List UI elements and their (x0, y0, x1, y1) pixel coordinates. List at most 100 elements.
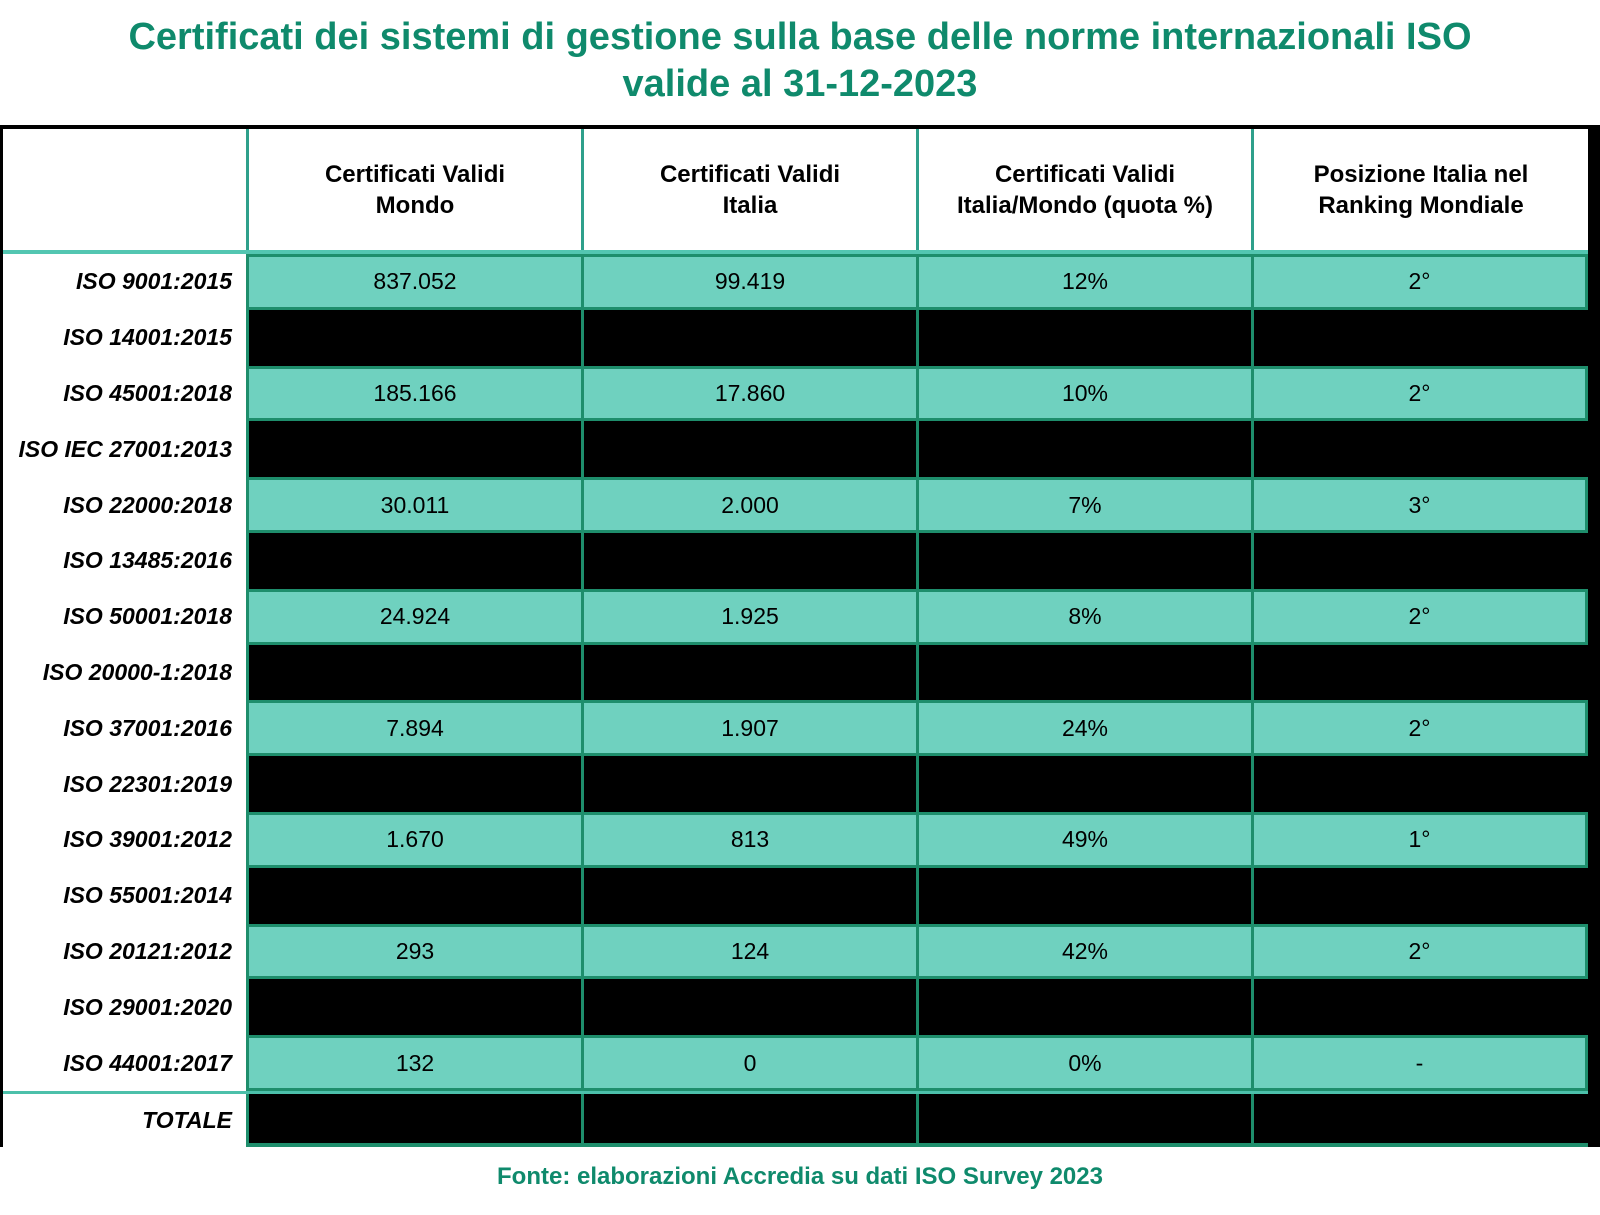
value-cell: 2.000 (581, 477, 916, 533)
blackout-cell (916, 867, 1251, 924)
table-row: ISO 55001:2014 (3, 867, 1588, 924)
blackout-cell (916, 979, 1251, 1036)
table-row: ISO 39001:2012 1.670 813 49% 1° (3, 811, 1588, 868)
value-cell: 7.894 (246, 700, 581, 757)
value-cell: 42% (916, 923, 1251, 980)
table-row: ISO 13485:2016 (3, 532, 1588, 589)
row-label: ISO 44001:2017 (3, 1035, 246, 1091)
blackout-cell (1251, 867, 1588, 924)
blackout-cell (581, 421, 916, 478)
blackout-cell (246, 979, 581, 1036)
blackout-cell (246, 644, 581, 701)
blackout-cell (581, 309, 916, 366)
table-row: ISO 44001:2017 132 0 0% - (3, 1035, 1588, 1091)
table-row: ISO 9001:2015 837.052 99.419 12% 2° (3, 254, 1588, 310)
table-row: ISO 14001:2015 (3, 309, 1588, 366)
blackout-cell (246, 421, 581, 478)
row-label: ISO 20000-1:2018 (3, 644, 246, 701)
blackout-cell (581, 756, 916, 812)
blackout-cell (916, 309, 1251, 366)
row-label: ISO 14001:2015 (3, 309, 246, 366)
table-row: ISO 20121:2012 293 124 42% 2° (3, 923, 1588, 980)
page-title-line1: Certificati dei sistemi di gestione sull… (128, 16, 1472, 58)
blackout-cell (1251, 979, 1588, 1036)
value-cell: 185.166 (246, 365, 581, 422)
header-posizione-ranking: Posizione Italia nel Ranking Mondiale (1251, 129, 1588, 250)
blackout-cell (916, 644, 1251, 701)
value-cell: 10% (916, 365, 1251, 422)
row-label: ISO 9001:2015 (3, 254, 246, 310)
value-cell: 30.011 (246, 477, 581, 533)
blackout-cell (1251, 1093, 1588, 1147)
value-cell: - (1251, 1035, 1588, 1091)
row-label: ISO 45001:2018 (3, 365, 246, 422)
value-cell: 2° (1251, 254, 1588, 310)
value-cell: 1° (1251, 811, 1588, 868)
header-quota-italia-mondo: Certificati Validi Italia/Mondo (quota %… (916, 129, 1251, 250)
table-row: ISO IEC 27001:2013 (3, 421, 1588, 478)
table-row: ISO 50001:2018 24.924 1.925 8% 2° (3, 588, 1588, 645)
row-label: ISO IEC 27001:2013 (3, 421, 246, 478)
value-cell: 0 (581, 1035, 916, 1091)
value-cell: 132 (246, 1035, 581, 1091)
table-row: ISO 37001:2016 7.894 1.907 24% 2° (3, 700, 1588, 757)
header-label-line: Italia (722, 191, 778, 219)
value-cell: 0% (916, 1035, 1251, 1091)
header-empty-cell (3, 129, 246, 250)
blackout-cell (916, 1093, 1251, 1147)
row-label: ISO 39001:2012 (3, 811, 246, 868)
header-certificati-validi-mondo: Certificati Validi Mondo (246, 129, 581, 250)
value-cell: 293 (246, 923, 581, 980)
value-cell: 12% (916, 254, 1251, 310)
blackout-cell (581, 532, 916, 589)
value-cell: 837.052 (246, 254, 581, 310)
value-cell: 49% (916, 811, 1251, 868)
row-label: ISO 20121:2012 (3, 923, 246, 980)
value-cell: 2° (1251, 923, 1588, 980)
value-cell: 2° (1251, 365, 1588, 422)
value-cell: 24% (916, 700, 1251, 757)
iso-certificates-table: Certificati Validi Mondo Certificati Val… (0, 125, 1600, 1147)
value-cell: 99.419 (581, 254, 916, 310)
blackout-cell (581, 1093, 916, 1147)
blackout-cell (916, 532, 1251, 589)
blackout-cell (246, 532, 581, 589)
value-cell: 1.925 (581, 588, 916, 645)
table-body: ISO 9001:2015 837.052 99.419 12% 2° ISO 14001… (3, 250, 1588, 1147)
header-label-line: Mondo (375, 191, 455, 219)
blackout-cell (1251, 644, 1588, 701)
table-row: ISO 22301:2019 (3, 756, 1588, 812)
value-cell: 3° (1251, 477, 1588, 533)
blackout-cell (246, 1093, 581, 1147)
table-header-row: Certificati Validi Mondo Certificati Val… (3, 129, 1588, 250)
value-cell: 813 (581, 811, 916, 868)
value-cell: 124 (581, 923, 916, 980)
header-label-line: Certificati Validi (324, 160, 506, 188)
table-row: ISO 22000:2018 30.011 2.000 7% 3° (3, 477, 1588, 533)
blackout-cell (246, 309, 581, 366)
row-label: TOTALE (3, 1093, 246, 1147)
header-label-line: Certificati Validi (659, 160, 841, 188)
table-row: TOTALE (3, 1090, 1588, 1147)
page-title-line2: valide al 31-12-2023 (622, 63, 978, 105)
row-label: ISO 22000:2018 (3, 477, 246, 533)
blackout-cell (581, 867, 916, 924)
blackout-cell (916, 756, 1251, 812)
value-cell: 2° (1251, 588, 1588, 645)
value-cell: 8% (916, 588, 1251, 645)
table-row: ISO 29001:2020 (3, 979, 1588, 1036)
row-label: ISO 13485:2016 (3, 532, 246, 589)
blackout-cell (581, 644, 916, 701)
row-label: ISO 37001:2016 (3, 700, 246, 757)
source-note: Fonte: elaborazioni Accredia su dati ISO… (497, 1163, 1103, 1190)
header-label-line: Italia/Mondo (quota %) (957, 191, 1213, 219)
row-label: ISO 55001:2014 (3, 867, 246, 924)
blackout-cell (246, 867, 581, 924)
value-cell: 1.670 (246, 811, 581, 868)
header-label-line: Ranking Mondiale (1318, 191, 1524, 219)
row-label: ISO 29001:2020 (3, 979, 246, 1036)
header-label-line: Posizione Italia nel (1313, 160, 1529, 188)
row-label: ISO 22301:2019 (3, 756, 246, 812)
blackout-cell (1251, 532, 1588, 589)
